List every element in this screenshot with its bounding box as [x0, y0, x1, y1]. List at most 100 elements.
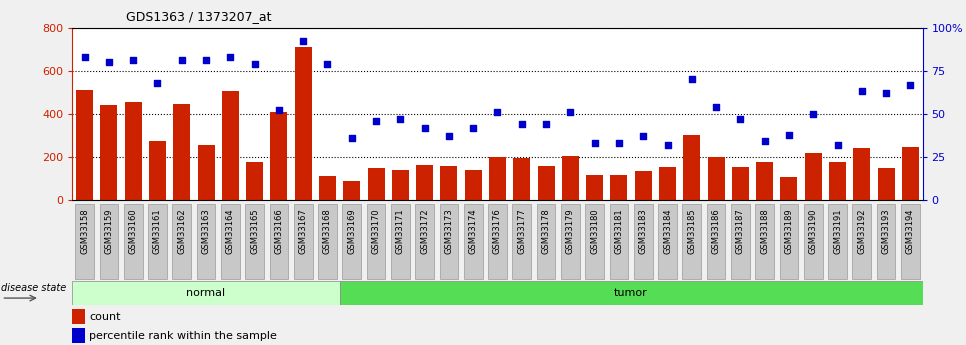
- Text: count: count: [90, 312, 121, 322]
- Point: [878, 90, 894, 96]
- Bar: [440, 166, 458, 200]
- Text: GSM33184: GSM33184: [663, 208, 672, 254]
- Bar: [707, 157, 724, 200]
- Text: GSM33164: GSM33164: [226, 208, 235, 254]
- Bar: [489, 157, 506, 200]
- Text: GSM33166: GSM33166: [274, 208, 283, 254]
- FancyBboxPatch shape: [342, 204, 361, 279]
- FancyBboxPatch shape: [755, 204, 774, 279]
- Bar: [465, 170, 482, 200]
- FancyBboxPatch shape: [148, 204, 167, 279]
- Text: GSM33163: GSM33163: [202, 208, 211, 254]
- Bar: [125, 102, 142, 200]
- Text: GSM33181: GSM33181: [614, 208, 623, 254]
- Bar: [392, 170, 409, 200]
- Bar: [635, 171, 652, 200]
- Text: GSM33180: GSM33180: [590, 208, 599, 254]
- Point: [368, 118, 384, 124]
- Bar: [513, 158, 530, 200]
- Text: disease state: disease state: [2, 283, 67, 293]
- Bar: [270, 112, 288, 200]
- Bar: [149, 141, 166, 200]
- Point: [660, 142, 675, 148]
- Text: GSM33174: GSM33174: [469, 208, 478, 254]
- Bar: [76, 90, 93, 200]
- Bar: [537, 166, 554, 200]
- Text: GSM33189: GSM33189: [784, 208, 793, 254]
- Point: [684, 77, 699, 82]
- Text: GSM33173: GSM33173: [444, 208, 453, 254]
- FancyBboxPatch shape: [391, 204, 410, 279]
- Point: [636, 134, 651, 139]
- Point: [296, 39, 311, 44]
- Text: GSM33167: GSM33167: [298, 208, 308, 254]
- Point: [708, 104, 724, 110]
- Text: normal: normal: [186, 288, 226, 298]
- Point: [150, 80, 165, 86]
- Text: GSM33177: GSM33177: [517, 208, 526, 254]
- FancyBboxPatch shape: [828, 204, 847, 279]
- Bar: [853, 148, 870, 200]
- Bar: [340, 281, 923, 305]
- Text: percentile rank within the sample: percentile rank within the sample: [90, 331, 277, 341]
- Point: [562, 109, 578, 115]
- Point: [222, 54, 238, 60]
- Point: [490, 109, 505, 115]
- Text: GSM33162: GSM33162: [177, 208, 186, 254]
- Bar: [246, 162, 263, 200]
- Text: GSM33176: GSM33176: [493, 208, 502, 254]
- Bar: [295, 47, 312, 200]
- Text: GSM33158: GSM33158: [80, 208, 89, 254]
- FancyBboxPatch shape: [682, 204, 701, 279]
- Text: GSM33193: GSM33193: [882, 208, 891, 254]
- Point: [417, 125, 433, 130]
- FancyBboxPatch shape: [901, 204, 920, 279]
- Text: GSM33192: GSM33192: [857, 208, 867, 254]
- Bar: [611, 175, 628, 200]
- Point: [320, 61, 335, 67]
- Point: [247, 61, 263, 67]
- FancyBboxPatch shape: [877, 204, 895, 279]
- Point: [101, 59, 117, 65]
- Text: GSM33179: GSM33179: [566, 208, 575, 254]
- Text: GSM33186: GSM33186: [712, 208, 721, 254]
- FancyBboxPatch shape: [172, 204, 191, 279]
- Bar: [805, 152, 822, 200]
- Text: GSM33190: GSM33190: [809, 208, 818, 254]
- Text: GSM33171: GSM33171: [396, 208, 405, 254]
- Text: GSM33188: GSM33188: [760, 208, 769, 254]
- FancyBboxPatch shape: [512, 204, 531, 279]
- Bar: [222, 91, 239, 200]
- FancyBboxPatch shape: [318, 204, 337, 279]
- Bar: [756, 162, 773, 200]
- FancyBboxPatch shape: [537, 204, 555, 279]
- Point: [198, 58, 213, 63]
- Point: [587, 140, 603, 146]
- Text: GSM33169: GSM33169: [347, 208, 356, 254]
- FancyBboxPatch shape: [804, 204, 823, 279]
- Point: [830, 142, 845, 148]
- FancyBboxPatch shape: [488, 204, 507, 279]
- Text: GSM33161: GSM33161: [153, 208, 162, 254]
- Point: [806, 111, 821, 117]
- FancyBboxPatch shape: [197, 204, 215, 279]
- FancyBboxPatch shape: [634, 204, 653, 279]
- FancyBboxPatch shape: [245, 204, 264, 279]
- Text: GSM33194: GSM33194: [906, 208, 915, 254]
- FancyBboxPatch shape: [707, 204, 725, 279]
- Point: [344, 135, 359, 141]
- Point: [514, 121, 529, 127]
- Point: [611, 140, 627, 146]
- Point: [757, 139, 773, 144]
- Text: GSM33160: GSM33160: [128, 208, 138, 254]
- Point: [77, 54, 93, 60]
- Bar: [902, 147, 919, 200]
- FancyBboxPatch shape: [367, 204, 385, 279]
- FancyBboxPatch shape: [415, 204, 434, 279]
- Text: GSM33170: GSM33170: [372, 208, 381, 254]
- Bar: [781, 177, 798, 200]
- Point: [781, 132, 797, 137]
- Text: GSM33191: GSM33191: [833, 208, 842, 254]
- Bar: [72, 309, 85, 324]
- Text: GSM33159: GSM33159: [104, 208, 113, 254]
